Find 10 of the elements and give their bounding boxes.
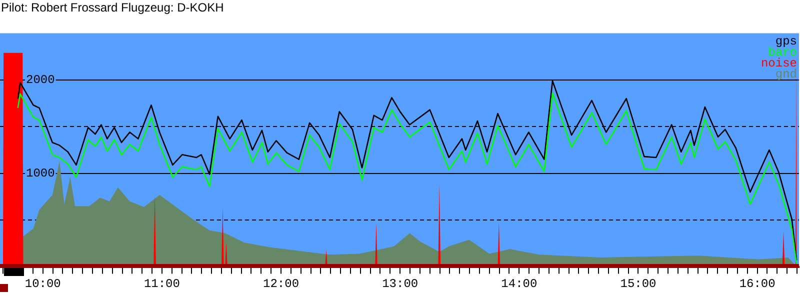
x-tick-label: 13:00 [382, 277, 418, 292]
y-tick-label: 2000 [26, 73, 55, 88]
x-tick-label: 16:00 [739, 277, 776, 292]
x-tick-label: 10:00 [24, 277, 61, 292]
x-tick-label: 14:00 [501, 277, 538, 292]
x-tick-label: 15:00 [620, 277, 656, 292]
x-tick-label: 11:00 [144, 277, 180, 292]
y-tick-label: 1000 [26, 166, 55, 181]
x-tick-label: 12:00 [263, 277, 300, 292]
chart-title: Pilot: Robert Frossard Flugzeug: D-KOKH [1, 0, 224, 14]
